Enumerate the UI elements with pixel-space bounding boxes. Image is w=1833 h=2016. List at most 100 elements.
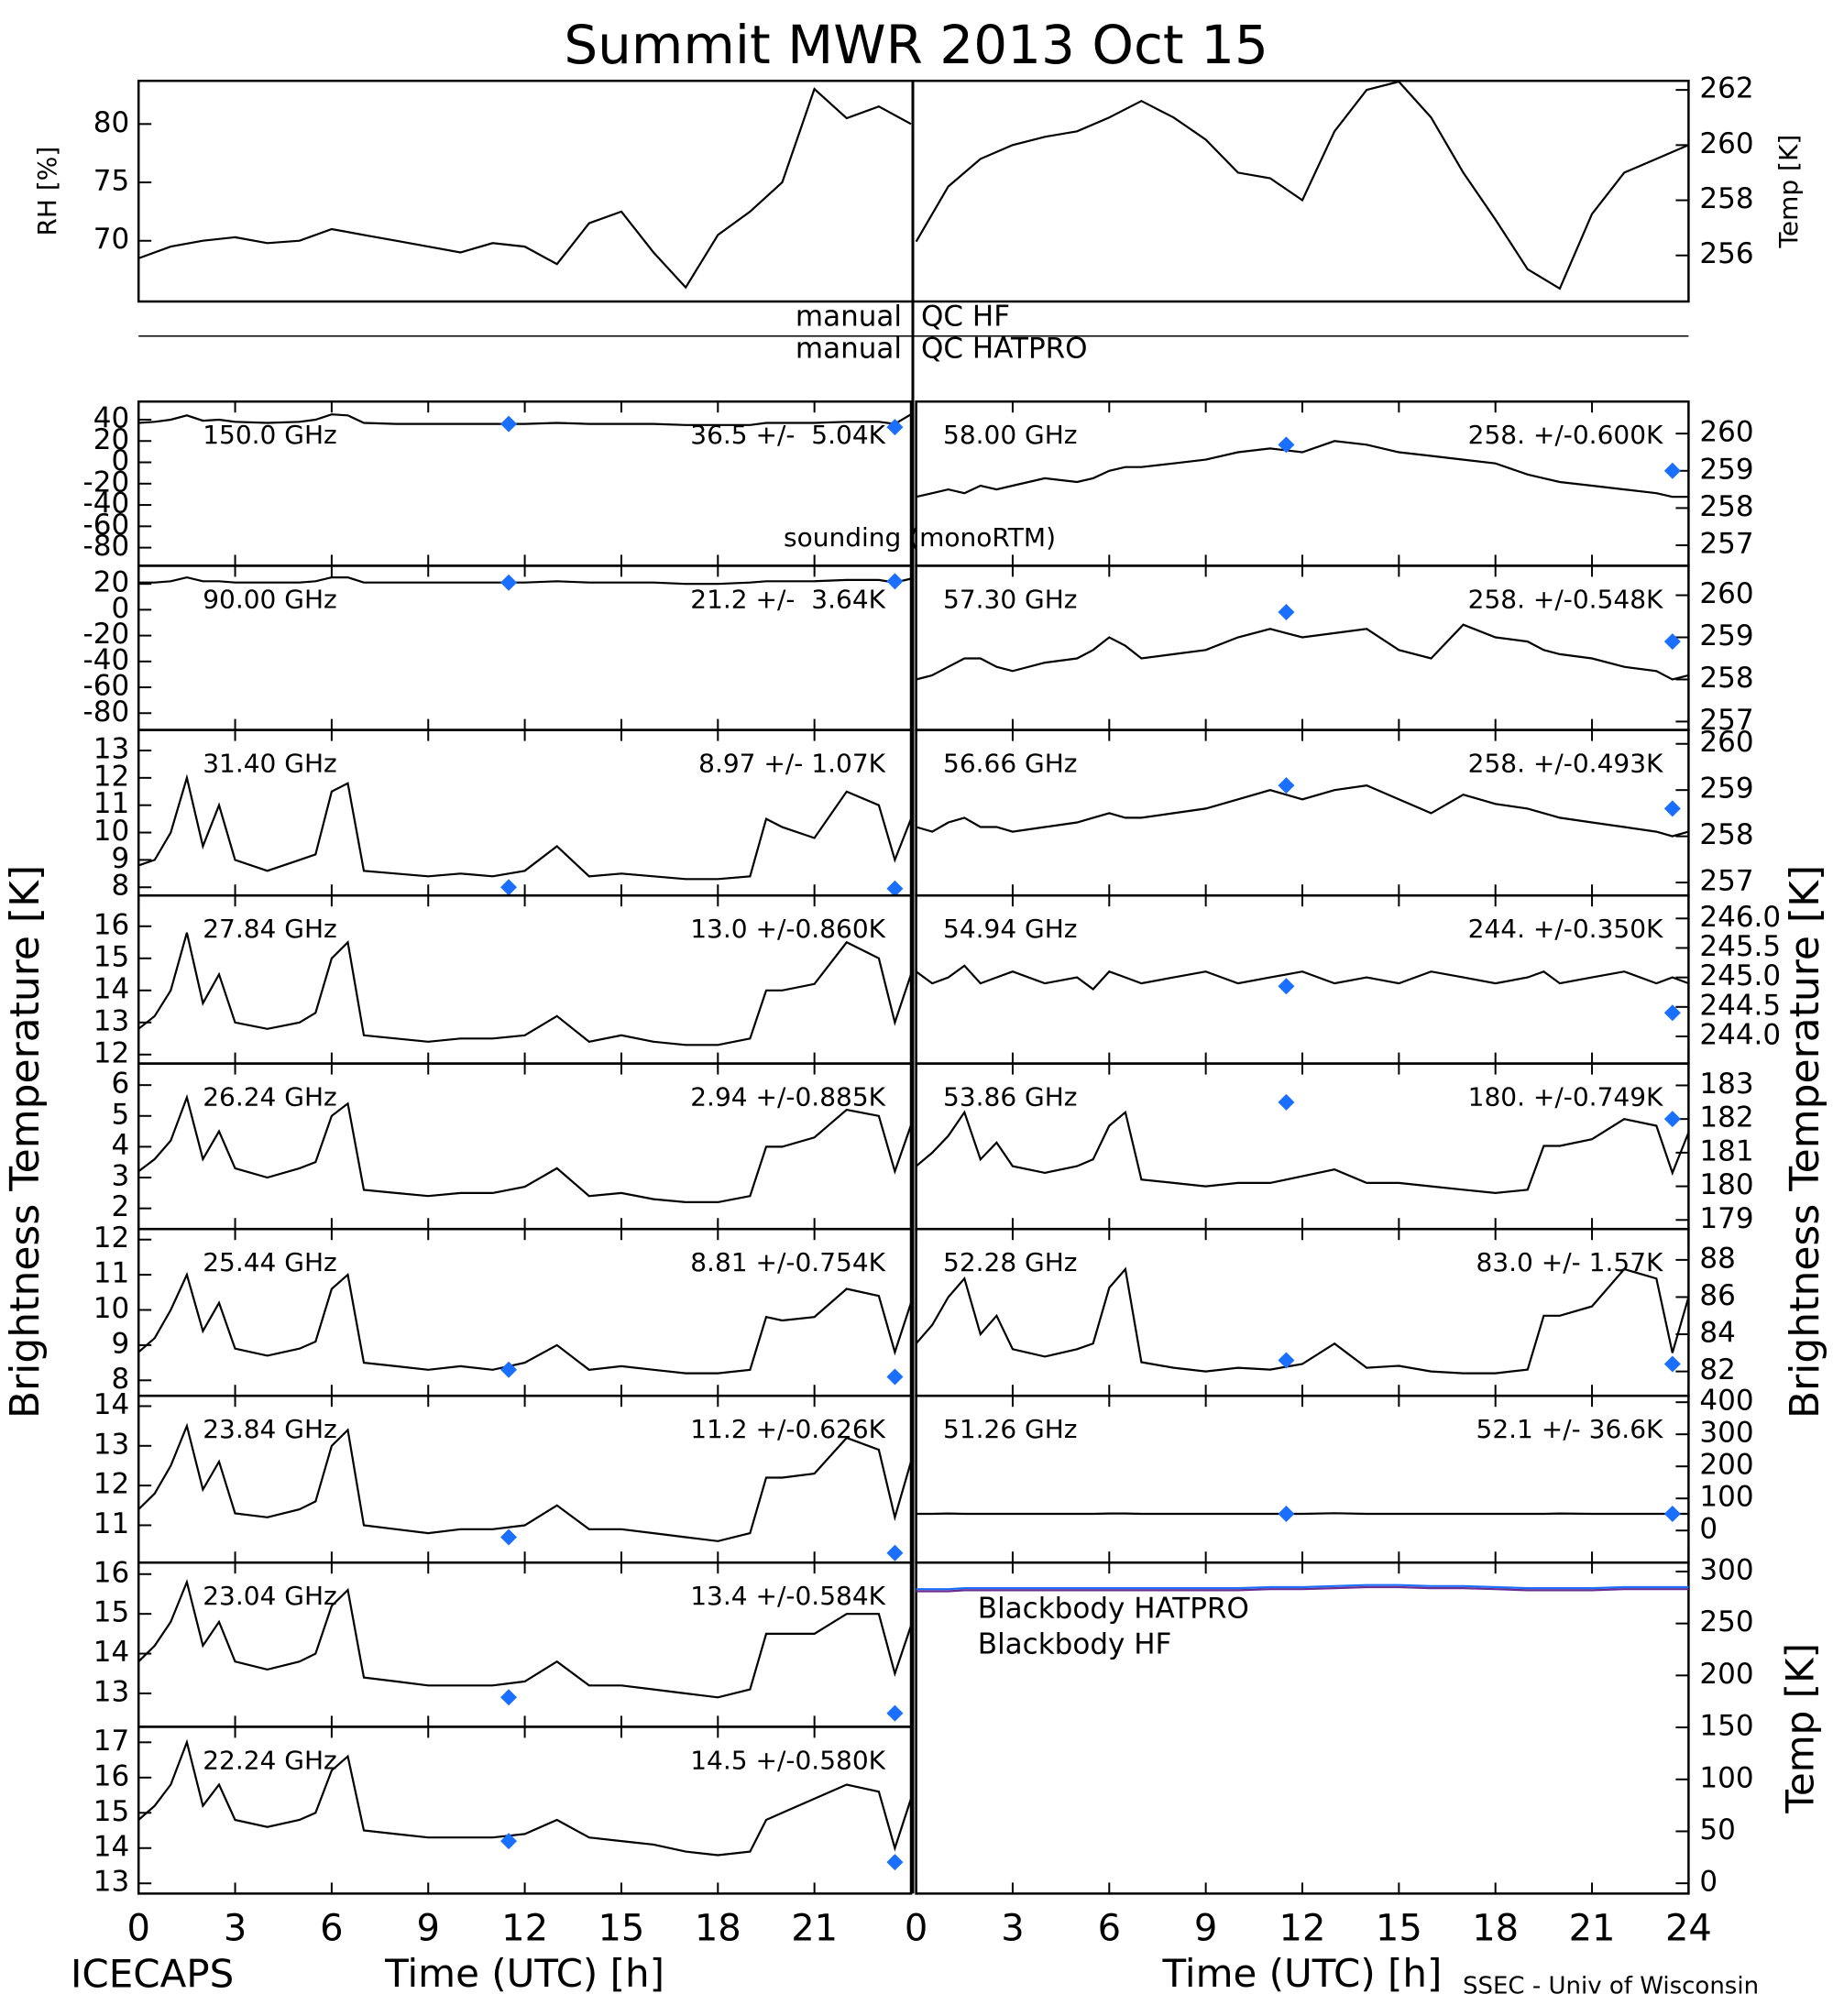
y-tick-label: 400 bbox=[1699, 1385, 1753, 1418]
channel-label: 26.24 GHz bbox=[203, 1082, 337, 1112]
y-tick-label: 13 bbox=[93, 1675, 129, 1708]
data-line bbox=[916, 440, 1689, 499]
y-tick-label: 20 bbox=[93, 423, 129, 456]
channel-label: 31.40 GHz bbox=[203, 749, 337, 779]
sounding-marker bbox=[886, 880, 904, 897]
y-tick-label: 15 bbox=[93, 940, 129, 973]
channel-stats: 8.81 +/-0.754K bbox=[690, 1247, 885, 1277]
y-tick-label: 258 bbox=[1699, 662, 1753, 695]
qc-label: manual bbox=[796, 333, 902, 366]
y-tick-label: 16 bbox=[93, 1556, 129, 1589]
sounding-marker bbox=[1663, 462, 1681, 479]
data-line bbox=[916, 623, 1689, 681]
y-tick-label: 100 bbox=[1699, 1481, 1753, 1514]
y-tick-label: 75 bbox=[93, 165, 129, 198]
x-tick-label: 24 bbox=[1665, 1907, 1712, 1949]
sounding-marker bbox=[1663, 1111, 1681, 1128]
x-tick-label: 12 bbox=[1279, 1907, 1326, 1949]
y-tick-label: 12 bbox=[93, 1036, 129, 1069]
footer-right: SSEC - Univ of Wisconsin bbox=[1463, 1973, 1759, 2000]
channel-stats: 258. +/-0.493K bbox=[1468, 749, 1663, 779]
x-axis-label: Time (UTC) [h] bbox=[1162, 1951, 1443, 1996]
x-tick-label: 12 bbox=[501, 1907, 548, 1949]
sounding-marker bbox=[1663, 1355, 1681, 1373]
y-tick-label: 84 bbox=[1699, 1317, 1735, 1350]
y-tick-label: 3 bbox=[111, 1160, 129, 1193]
y-tick-label: 14 bbox=[93, 1636, 129, 1669]
y-axis-label: Temp [K] bbox=[1778, 1643, 1823, 1814]
channel-label: 58.00 GHz bbox=[943, 420, 1078, 450]
channel-label: 52.28 GHz bbox=[943, 1247, 1078, 1277]
y-tick-label: 12 bbox=[93, 760, 129, 793]
x-tick-label: 6 bbox=[1098, 1907, 1121, 1949]
x-axis-label: Time (UTC) [h] bbox=[384, 1951, 664, 1996]
y-tick-label: 100 bbox=[1699, 1761, 1753, 1794]
channel-stats: 11.2 +/-0.626K bbox=[690, 1414, 885, 1444]
y-axis-label: Brightness Temperature [K] bbox=[2, 865, 49, 1419]
sounding-marker bbox=[500, 1528, 518, 1546]
sounding-marker bbox=[1278, 1352, 1295, 1369]
x-tick-label: 9 bbox=[1194, 1907, 1217, 1949]
y-tick-label: 40 bbox=[93, 401, 129, 434]
x-tick-label: 15 bbox=[1376, 1907, 1422, 1949]
y-axis-label: Brightness Temperature [K] bbox=[1782, 865, 1828, 1419]
x-tick-label: 3 bbox=[224, 1907, 247, 1949]
y-tick-label: 245.5 bbox=[1699, 930, 1781, 963]
data-line bbox=[137, 1422, 913, 1542]
data-line bbox=[137, 932, 913, 1046]
y-tick-label: 16 bbox=[93, 1759, 129, 1792]
channel-label: 57.30 GHz bbox=[943, 584, 1078, 614]
y-tick-label: 5 bbox=[111, 1098, 129, 1131]
y-tick-label: 260 bbox=[1699, 127, 1753, 160]
y-axis-label: RH [%] bbox=[32, 147, 62, 236]
y-tick-label: 259 bbox=[1699, 453, 1753, 486]
sounding-marker bbox=[886, 1854, 904, 1871]
y-tick-label: 244.0 bbox=[1699, 1018, 1781, 1051]
data-line bbox=[137, 773, 913, 881]
sounding-marker bbox=[1278, 436, 1295, 454]
qc-label: QC HATPRO bbox=[921, 333, 1088, 366]
y-tick-label: 0 bbox=[111, 592, 129, 625]
y-tick-label: 86 bbox=[1699, 1279, 1735, 1312]
channel-stats: 258. +/-0.600K bbox=[1468, 420, 1663, 450]
sounding-marker bbox=[500, 415, 518, 433]
sounding-marker bbox=[1663, 800, 1681, 817]
data-line bbox=[137, 1578, 913, 1699]
y-tick-label: 183 bbox=[1699, 1068, 1753, 1101]
sounding-marker bbox=[500, 1833, 518, 1850]
y-tick-label: 8 bbox=[111, 870, 129, 903]
sounding-marker bbox=[886, 1544, 904, 1561]
y-tick-label: 10 bbox=[93, 815, 129, 848]
channel-stats: 21.2 +/- 3.64K bbox=[690, 584, 885, 614]
data-line bbox=[915, 1110, 1690, 1195]
data-line bbox=[137, 87, 912, 290]
y-tick-label: 17 bbox=[93, 1725, 129, 1758]
y-tick-label: 11 bbox=[93, 1257, 129, 1290]
y-tick-label: 4 bbox=[111, 1129, 129, 1162]
y-tick-label: 8 bbox=[111, 1363, 129, 1396]
sounding-marker bbox=[500, 574, 518, 591]
y-axis-label: Temp [K] bbox=[1773, 135, 1804, 249]
y-tick-label: 300 bbox=[1699, 1417, 1753, 1450]
y-tick-label: 14 bbox=[93, 972, 129, 1005]
channel-label: 51.26 GHz bbox=[943, 1414, 1078, 1444]
sounding-marker bbox=[1278, 777, 1295, 794]
y-tick-label: 260 bbox=[1699, 726, 1753, 759]
y-tick-label: 150 bbox=[1699, 1710, 1753, 1743]
channel-label: 150.0 GHz bbox=[203, 420, 337, 450]
sounding-marker bbox=[886, 1368, 904, 1386]
y-tick-label: 16 bbox=[93, 908, 129, 941]
y-tick-label: 257 bbox=[1699, 865, 1753, 898]
sounding-marker bbox=[500, 879, 518, 896]
y-tick-label: 0 bbox=[1699, 1513, 1718, 1546]
y-tick-label: 15 bbox=[93, 1596, 129, 1629]
y-tick-label: 244.5 bbox=[1699, 989, 1781, 1022]
channel-label: 53.86 GHz bbox=[943, 1082, 1078, 1112]
x-tick-label: 0 bbox=[126, 1907, 149, 1949]
footer-left: ICECAPS bbox=[71, 1952, 234, 1997]
data-line bbox=[916, 783, 1689, 838]
x-tick-label: 6 bbox=[320, 1907, 343, 1949]
x-tick-label: 15 bbox=[598, 1907, 644, 1949]
y-tick-label: 258 bbox=[1699, 182, 1753, 215]
